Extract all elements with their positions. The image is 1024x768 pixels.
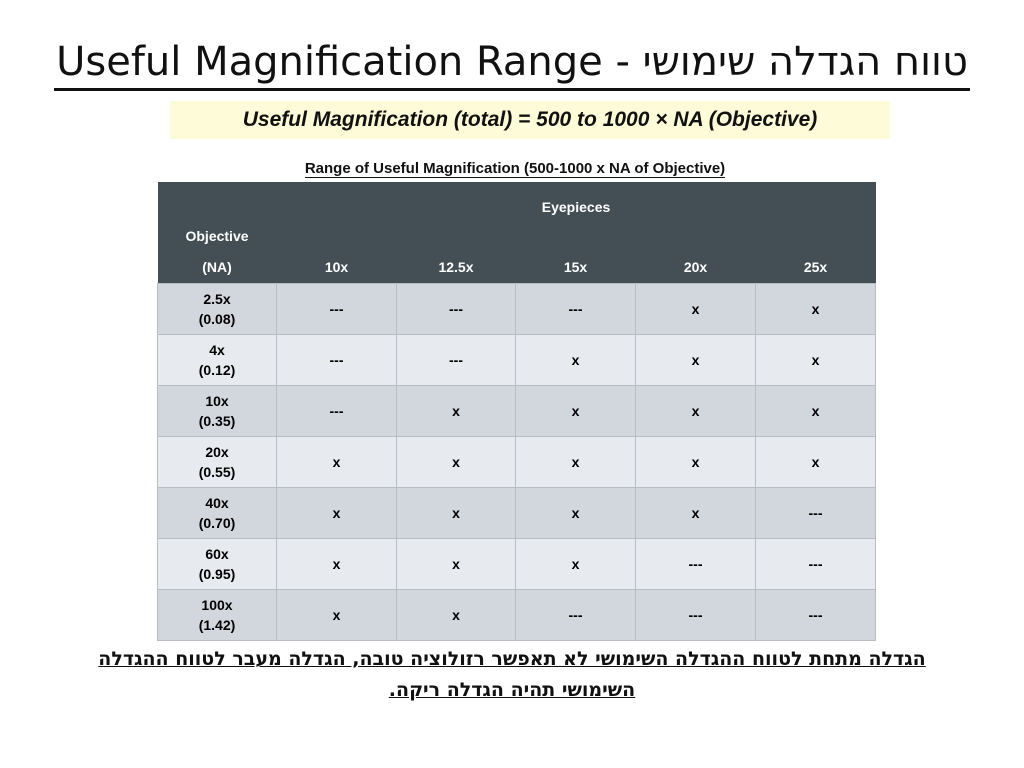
table-cell: x — [635, 487, 756, 539]
objective-na: (0.08) — [198, 311, 236, 327]
objective-cell: 10x (0.35) — [157, 385, 277, 437]
table-row: 20x (0.55) x x x x x — [157, 436, 877, 488]
table-row: 60x (0.95) x x x --- --- — [157, 538, 877, 590]
table-cell: x — [515, 334, 636, 386]
objective-na: (0.70) — [198, 515, 236, 531]
table-header-row: Objective Eyepieces — [157, 182, 876, 250]
objective-cell: 60x (0.95) — [157, 538, 277, 590]
table-cell: x — [396, 385, 516, 437]
table-cell: --- — [515, 589, 636, 641]
table-cell: x — [276, 538, 397, 590]
objective-header: Objective — [157, 182, 277, 250]
slide-title-text: Useful Magnification Range - טווח הגדלה … — [54, 36, 970, 91]
table-cell: --- — [396, 283, 516, 335]
table-cell: x — [276, 589, 397, 641]
table-cell: x — [754, 334, 877, 386]
eyepiece-header: 12.5x — [396, 250, 516, 284]
table-cell: --- — [754, 538, 877, 590]
table-cell: x — [396, 436, 516, 488]
objective-mag: 10x — [205, 393, 229, 409]
objective-na: (0.12) — [198, 362, 236, 378]
objective-cell: 20x (0.55) — [157, 436, 277, 488]
table-cell: x — [635, 436, 756, 488]
table-row: 2.5x (0.08) --- --- --- x x — [157, 283, 877, 335]
table-cell: x — [396, 487, 516, 539]
objective-cell: 40x (0.70) — [157, 487, 277, 539]
table-cell: x — [635, 334, 756, 386]
table-caption-text: Range of Useful Magnification (500-1000 … — [304, 160, 726, 178]
table-cell: x — [276, 487, 397, 539]
table-cell: --- — [754, 487, 877, 539]
slide-title: Useful Magnification Range - טווח הגדלה … — [0, 36, 1024, 91]
objective-cell: 100x (1.42) — [157, 589, 277, 641]
objective-mag: 20x — [205, 444, 229, 460]
eyepiece-header: 25x — [755, 250, 876, 284]
table-row: 40x (0.70) x x x x --- — [157, 487, 877, 539]
magnification-table: Objective Eyepieces (NA) 10x 12.5x 15x 2… — [157, 182, 877, 641]
table-cell: x — [396, 589, 516, 641]
table-cell: --- — [276, 334, 397, 386]
table-cell: x — [515, 538, 636, 590]
objective-mag: 4x — [209, 342, 225, 358]
objective-cell: 4x (0.12) — [157, 334, 277, 386]
objective-na: (0.55) — [198, 464, 236, 480]
table-row: 100x (1.42) x x --- --- --- — [157, 589, 877, 641]
objective-na: (0.35) — [198, 413, 236, 429]
table-cell: x — [515, 385, 636, 437]
table-row: 10x (0.35) --- x x x x — [157, 385, 877, 437]
table-caption: Range of Useful Magnification (500-1000 … — [0, 160, 1024, 178]
table-row: 4x (0.12) --- --- x x x — [157, 334, 877, 386]
table-cell: x — [754, 436, 877, 488]
objective-mag: 60x — [205, 546, 229, 562]
table-cell: x — [396, 538, 516, 590]
table-cell: --- — [276, 385, 397, 437]
table-cell: x — [515, 487, 636, 539]
table-cell: --- — [276, 283, 397, 335]
table-cell: x — [635, 385, 756, 437]
table-cell: --- — [515, 283, 636, 335]
table-cell: x — [276, 436, 397, 488]
hebrew-note: הגדלה מתחת לטווח ההגדלה השימושי לא תאפשר… — [98, 648, 926, 701]
formula-box: Useful Magnification (total) = 500 to 10… — [170, 101, 890, 139]
table-subheader-row: (NA) 10x 12.5x 15x 20x 25x — [157, 250, 876, 284]
eyepiece-header: 15x — [515, 250, 636, 284]
objective-mag: 40x — [205, 495, 229, 511]
objective-mag: 2.5x — [203, 291, 231, 307]
na-header: (NA) — [157, 250, 277, 284]
eyepiece-header: 20x — [635, 250, 756, 284]
table-cell: x — [754, 385, 877, 437]
table-cell: --- — [635, 538, 756, 590]
eyepiece-header: 10x — [276, 250, 397, 284]
table-cell: x — [515, 436, 636, 488]
table-cell: --- — [754, 589, 877, 641]
objective-na: (1.42) — [198, 617, 236, 633]
table-cell: x — [635, 283, 756, 335]
eyepieces-header: Eyepieces — [276, 182, 876, 250]
objective-cell: 2.5x (0.08) — [157, 283, 277, 335]
table-cell: --- — [635, 589, 756, 641]
objective-mag: 100x — [201, 597, 233, 613]
objective-na: (0.95) — [198, 566, 236, 582]
table-cell: --- — [396, 334, 516, 386]
table-cell: x — [754, 283, 877, 335]
